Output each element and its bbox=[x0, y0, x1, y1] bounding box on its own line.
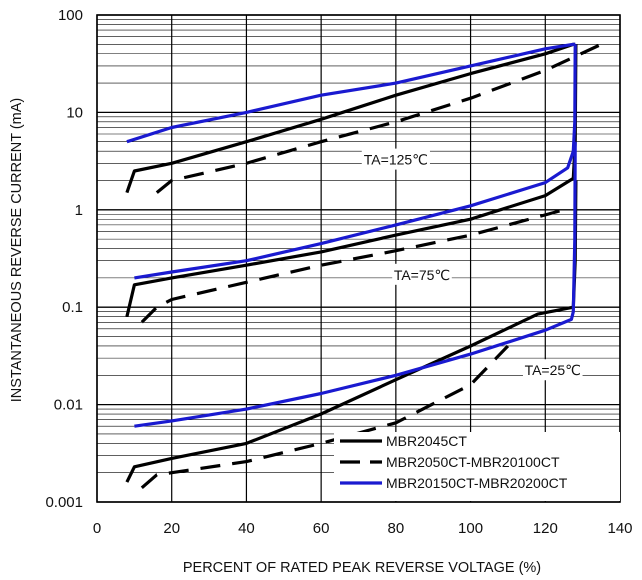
temperature-annotation: TA=125℃ bbox=[364, 152, 428, 168]
temperature-annotation: TA=75℃ bbox=[394, 267, 450, 283]
series-line bbox=[126, 42, 576, 144]
y-tick-label: 0.001 bbox=[45, 494, 83, 511]
legend-label: MBR20150CT-MBR20200CT bbox=[386, 475, 568, 491]
legend-label: MBR2045CT bbox=[386, 433, 467, 449]
x-tick-label: 80 bbox=[388, 520, 405, 537]
y-tick-label: 1 bbox=[75, 202, 83, 219]
series-line bbox=[125, 42, 576, 194]
annotation-bg bbox=[522, 359, 583, 381]
temperature-annotation: TA=25℃ bbox=[525, 362, 581, 378]
y-tick-label: 10 bbox=[66, 104, 83, 121]
series-lines bbox=[125, 42, 602, 490]
y-tick-label: 0.01 bbox=[54, 397, 83, 414]
x-tick-label: 60 bbox=[313, 520, 330, 537]
temperature-annotations: TA=125℃ TA=75℃ TA=25℃ bbox=[361, 148, 583, 381]
x-axis-title: PERCENT OF RATED PEAK REVERSE VOLTAGE (%… bbox=[183, 560, 541, 576]
series-line bbox=[140, 344, 510, 490]
y-axis-title: INSTANTANEOUS REVERSE CURRENT (mA) bbox=[9, 98, 25, 403]
x-tick-label: 100 bbox=[458, 520, 483, 537]
y-tick-labels: 0.001 0.01 0.1 1 10 100 bbox=[45, 7, 83, 511]
annotation-bg bbox=[392, 263, 452, 285]
series-line bbox=[140, 208, 565, 324]
plot-frame bbox=[96, 14, 621, 503]
x-tick-label: 20 bbox=[163, 520, 180, 537]
x-tick-labels: 0 20 40 60 80 100 120 140 bbox=[93, 520, 633, 537]
x-tick-label: 140 bbox=[607, 520, 632, 537]
legend-label: MBR2050CT-MBR20100CT bbox=[386, 454, 560, 470]
x-tick-label: 120 bbox=[533, 520, 558, 537]
y-tick-label: 100 bbox=[58, 7, 83, 24]
grid bbox=[96, 14, 621, 503]
x-tick-label: 0 bbox=[93, 520, 101, 537]
legend-box bbox=[334, 432, 620, 501]
annotation-bg bbox=[361, 148, 430, 170]
series-line bbox=[134, 44, 577, 280]
y-tick-label: 0.1 bbox=[62, 299, 83, 316]
x-tick-label: 40 bbox=[238, 520, 255, 537]
series-line bbox=[155, 42, 602, 194]
series-line bbox=[134, 141, 577, 428]
legend: MBR2045CT MBR2050CT-MBR20100CT MBR20150CT-… bbox=[334, 432, 620, 501]
